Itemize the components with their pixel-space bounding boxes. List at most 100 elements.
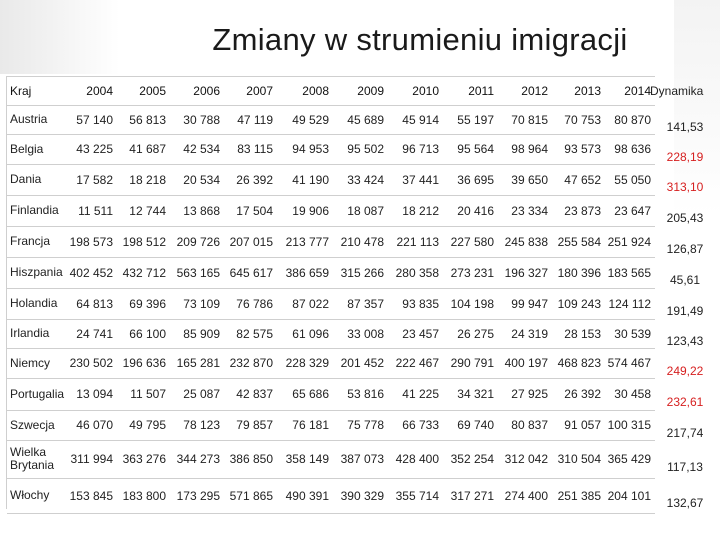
value-label: 12 744 [129,203,166,218]
column-header: 2004 [67,77,113,105]
dynamika-value: 45,61 [669,273,701,288]
slide-title: Zmiany w strumieniu imigracji [212,22,628,57]
column-header: Kraj [7,77,67,105]
value-cell: 49 795 [117,410,166,440]
value-cell: 93 835 [388,288,439,319]
value-label: 387 073 [340,452,384,466]
value-label: 33 424 [347,172,384,187]
value-label: 80 837 [511,418,548,432]
value-cell: 23 873 [552,195,601,226]
country-cell: Irlandia [7,319,67,348]
country-label: Dania [10,172,42,186]
value-cell: 196 636 [117,348,166,378]
country-cell: Hiszpania [7,257,67,288]
value-cell: 280 358 [388,257,439,288]
value-label: 574 467 [607,356,651,370]
value-label: 76 786 [236,296,273,311]
table-row: Finlandia 11 511 12 744 13 868 17 504 19 906 1… [7,195,655,227]
value-cell: 56 813 [117,105,166,134]
value-cell: 45 689 [333,105,384,134]
value-cell: 311 994 [67,440,114,478]
value-cell: 204 101 [605,478,651,513]
value-cell: 100 315 [605,410,651,440]
value-label: 46 070 [76,418,113,432]
table-row: Włochy 153 845 183 800 173 295 571 865 490 39… [7,478,655,514]
value-label: 95 564 [457,142,494,156]
value-label: 17 504 [236,203,273,218]
value-label: 85 909 [183,326,220,341]
value-label: 165 281 [176,356,220,370]
value-label: 204 101 [607,488,651,503]
country-cell: Portugalia [7,378,67,410]
value-cell: 386 659 [277,257,329,288]
value-label: 100 315 [607,418,651,432]
country-cell: Wielka Brytania [7,440,67,478]
value-cell: 83 115 [224,134,273,164]
value-label: 34 321 [457,387,494,401]
value-cell: 365 429 [605,440,651,478]
value-label: 317 271 [450,488,494,503]
value-cell: 65 686 [277,378,329,410]
value-cell: 70 753 [552,105,601,134]
value-label: 95 502 [347,142,384,156]
value-cell: 273 231 [443,257,494,288]
country-label: Hiszpania [10,265,63,279]
value-label: 173 295 [176,488,220,503]
value-label: 53 816 [347,387,384,401]
value-cell: 432 712 [117,257,166,288]
value-cell: 99 947 [498,288,548,319]
value-cell: 46 070 [67,410,113,440]
value-label: 64 813 [76,296,113,311]
value-cell: 24 741 [67,319,113,348]
value-cell: 317 271 [443,478,494,513]
country-cell: Holandia [7,288,67,319]
value-cell: 55 197 [443,105,494,134]
value-label: 99 947 [511,296,548,311]
value-cell: 222 467 [388,348,439,378]
value-cell: 23 647 [605,195,651,226]
value-label: 352 254 [450,452,494,466]
value-label: 23 647 [614,203,651,218]
value-label: 42 534 [183,142,220,156]
table-row: Holandia 64 813 69 396 73 109 76 786 87 022 87… [7,288,655,320]
value-cell: 468 823 [552,348,601,378]
value-cell: 41 687 [117,134,166,164]
value-label: 87 022 [292,296,329,311]
column-header-dynamika: Dynamika [650,84,704,98]
value-label: 198 512 [122,234,166,249]
country-label: Finlandia [10,203,59,217]
dynamika-value: 205,43 [666,211,704,226]
value-label: 255 584 [557,234,601,249]
column-header: 2008 [277,77,329,105]
value-label: 66 733 [402,418,439,432]
value-cell: 352 254 [443,440,494,478]
country-label: Holandia [10,296,58,310]
value-label: 312 042 [504,452,548,466]
table-row: Wielka Brytania 311 994 363 276 344 273 386 … [7,440,655,479]
value-cell: 34 321 [443,378,494,410]
value-cell: 255 584 [552,226,601,257]
value-label: 28 153 [564,326,601,341]
value-cell: 66 100 [117,319,166,348]
value-cell: 20 416 [443,195,494,226]
value-cell: 96 713 [388,134,439,164]
value-label: 245 838 [504,234,548,249]
country-label: Włochy [10,488,50,502]
value-label: 201 452 [340,356,384,370]
column-header: 2009 [333,77,384,105]
column-header-label: 2009 [357,84,384,98]
value-cell: 245 838 [498,226,548,257]
value-cell: 94 953 [277,134,329,164]
column-header: 2005 [117,77,166,105]
value-label: 183 565 [607,265,651,280]
value-cell: 26 392 [552,378,601,410]
value-cell: 402 452 [67,257,113,288]
value-label: 310 504 [557,452,601,466]
value-label: 645 617 [229,265,273,280]
dynamika-value: 117,13 [667,459,703,474]
column-header-label: Kraj [10,84,32,98]
value-label: 25 087 [183,387,220,401]
value-label: 198 573 [69,234,113,249]
value-cell: 428 400 [388,440,439,478]
value-label: 210 478 [340,234,384,249]
